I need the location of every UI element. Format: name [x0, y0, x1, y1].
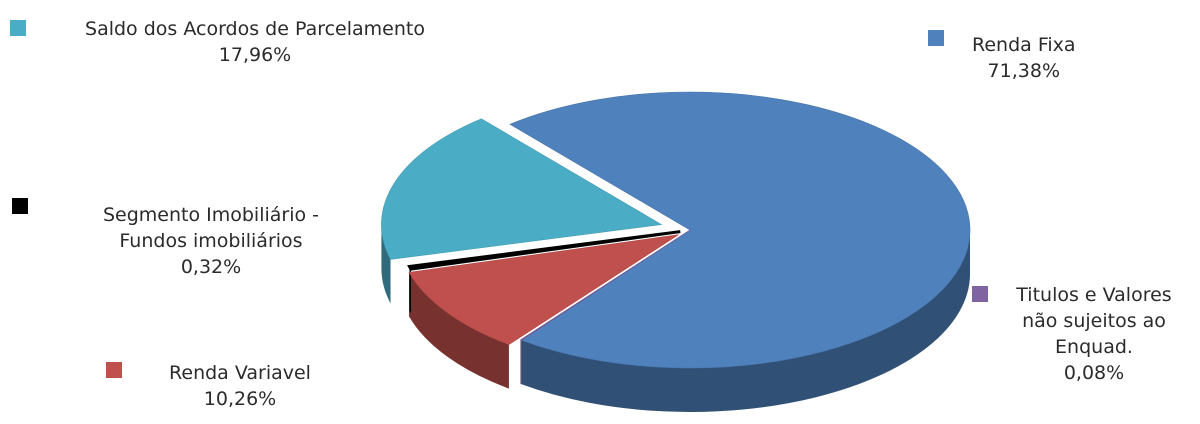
slice-label-saldo: Saldo dos Acordos de Parcelamento 17,96% — [40, 16, 470, 68]
legend-swatch-segmento-imobiliario — [12, 198, 28, 214]
slice-label-segmento-imobiliario: Segmento Imobiliário - Fundos imobiliári… — [66, 202, 356, 280]
pie-tops — [381, 91, 971, 369]
legend-swatch-saldo — [10, 20, 26, 36]
pie-slice-renda-variavel — [408, 234, 679, 345]
slice-name: Renda Variavel — [169, 362, 311, 384]
pie-slice-titulos-e-valores-n-o-sujeitos-ao-enquad — [519, 229, 691, 341]
slice-name: não sujeitos ao — [1022, 310, 1166, 332]
slice-name: Fundos imobiliários — [119, 230, 303, 252]
pie-slice-renda-fixa — [509, 91, 971, 369]
pie-slice-side — [381, 224, 391, 304]
legend-swatch-renda-fixa — [928, 30, 944, 46]
slice-label-renda-variavel: Renda Variavel 10,26% — [140, 360, 340, 412]
slice-name: Enquad. — [1055, 336, 1133, 358]
slice-value: 0,08% — [1063, 362, 1125, 384]
slice-label-titulos-valores: Titulos e Valores não sujeitos ao Enquad… — [996, 282, 1192, 386]
legend-swatch-titulos-valores — [972, 286, 988, 302]
pie-slice-segmento-imobili-rio-fundos-imobili-rios — [407, 230, 681, 271]
slice-name: Renda Fixa — [972, 34, 1076, 56]
pie-slice-side — [521, 230, 970, 413]
pie-slice-side — [409, 266, 411, 314]
pie-slice-saldo-dos-acordos-de-parcelamento — [381, 118, 663, 260]
pie-slice-side — [409, 272, 509, 389]
slice-value: 10,26% — [203, 388, 277, 410]
slice-label-renda-fixa: Renda Fixa 71,38% — [972, 32, 1076, 84]
slice-name: Segmento Imobiliário - — [102, 204, 320, 226]
slice-name: Titulos e Valores — [1016, 284, 1172, 306]
slice-name: Saldo dos Acordos de Parcelamento — [85, 18, 425, 40]
pie-slice-side — [520, 339, 522, 385]
slice-value: 71,38% — [987, 60, 1060, 82]
pie-sides — [381, 224, 970, 413]
slice-value: 17,96% — [218, 44, 292, 66]
slice-value: 0,32% — [180, 256, 242, 278]
legend-swatch-renda-variavel — [106, 362, 122, 378]
